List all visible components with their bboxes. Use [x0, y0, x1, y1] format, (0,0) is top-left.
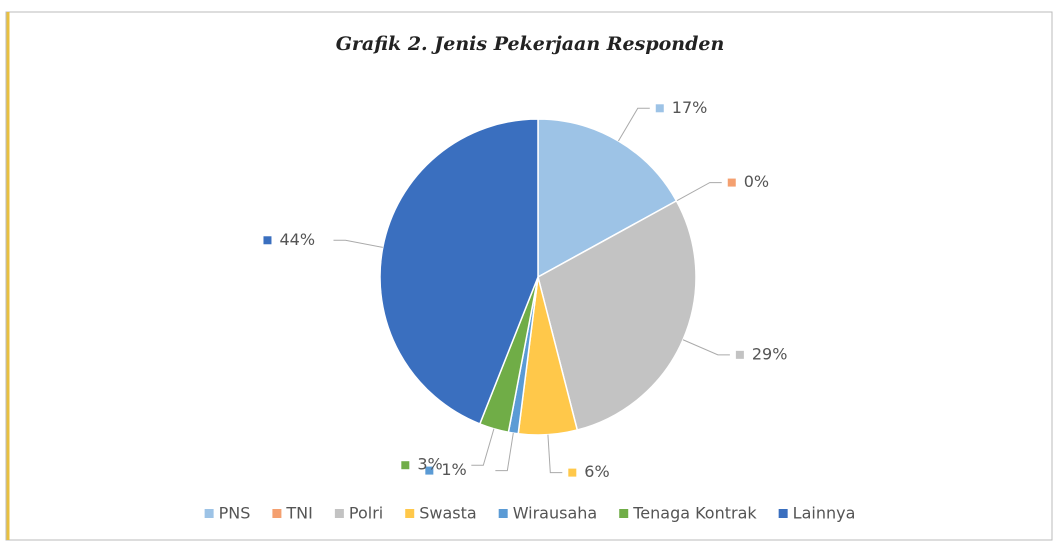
leader-line	[682, 339, 730, 356]
data-label: 44%	[279, 230, 315, 249]
leader-line	[547, 434, 563, 474]
label-marker	[727, 178, 736, 187]
leader-line	[617, 107, 650, 142]
legend-marker	[498, 509, 508, 518]
data-label: 29%	[752, 344, 788, 363]
legend-marker	[204, 509, 214, 518]
leader-line	[471, 428, 495, 466]
pie-slice	[537, 199, 697, 431]
data-label: 6%	[584, 462, 609, 481]
legend-label: PNS	[219, 504, 251, 523]
legend-marker	[334, 509, 344, 518]
legend-label: Wirausaha	[513, 504, 598, 523]
data-label: 0%	[744, 172, 769, 191]
chart-title: Grafik 2. Jenis Pekerjaan Responden	[336, 33, 725, 55]
pie-slice	[537, 118, 678, 279]
legend-label: Lainnya	[793, 504, 856, 523]
label-marker	[568, 468, 577, 477]
leader-line	[676, 182, 722, 202]
label-marker	[425, 466, 434, 475]
leader-line	[495, 432, 514, 472]
legend-marker	[619, 509, 629, 518]
legend-marker	[405, 509, 415, 518]
leader-line	[333, 239, 383, 248]
legend-label: TNI	[285, 504, 312, 523]
legend-label: Tenaga Kontrak	[632, 504, 757, 523]
legend-label: Swasta	[419, 504, 476, 523]
data-label: 17%	[672, 98, 708, 117]
label-marker	[263, 236, 272, 245]
data-label: 1%	[441, 460, 466, 479]
label-marker	[735, 350, 744, 359]
legend-marker	[778, 509, 788, 518]
label-marker	[401, 461, 410, 470]
label-marker	[655, 104, 664, 113]
data-label: 3%	[417, 455, 442, 474]
legend-marker	[272, 509, 282, 518]
legend-label: Polri	[349, 504, 383, 523]
